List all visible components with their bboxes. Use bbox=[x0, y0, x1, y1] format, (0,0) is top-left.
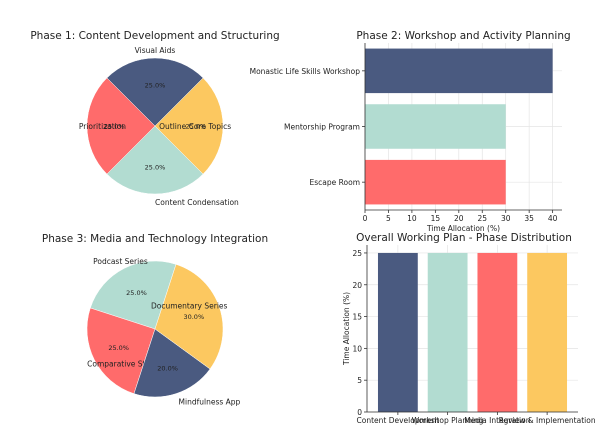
pie3-slice-label: Documentary Series bbox=[151, 301, 228, 310]
pie3-title: Phase 3: Media and Technology Integratio… bbox=[42, 233, 268, 245]
vbar-tick-label: 5 bbox=[357, 376, 362, 385]
pie3-slice-documentary-series bbox=[154, 264, 224, 370]
pie1-slice-label: Outline Core Topics bbox=[159, 122, 231, 131]
hbar-bar-1 bbox=[365, 48, 553, 94]
hbar-category-label: Mentorship Program bbox=[284, 123, 360, 132]
vbar-bar-4 bbox=[527, 252, 568, 412]
vbar-title: Overall Working Plan - Phase Distributio… bbox=[356, 232, 572, 244]
pie3-pct-label: 20.0% bbox=[157, 364, 178, 372]
pie3-slice-label: Podcast Series bbox=[93, 257, 148, 266]
hbar-bar-2 bbox=[365, 104, 506, 149]
pie1-slice-visual-aids bbox=[106, 57, 204, 127]
pie1-pct-label: 25.0% bbox=[104, 123, 125, 131]
pie3-slice-label: Mindfulness App bbox=[179, 397, 241, 406]
vbar-ylabel: Time Allocation (%) bbox=[342, 292, 351, 366]
pie1-title: Phase 1: Content Development and Structu… bbox=[30, 30, 279, 42]
hbar-category-label: Monastic Life Skills Workshop bbox=[250, 67, 361, 76]
hbar-xlabel: Time Allocation (%) bbox=[426, 224, 500, 233]
pie3-slice-label: Comparative Study bbox=[87, 360, 160, 369]
hbar-tick-label: 25 bbox=[477, 214, 487, 223]
hbar-tick-label: 40 bbox=[548, 214, 558, 223]
hbar-category-label: Escape Room bbox=[310, 178, 360, 187]
hbar-tick-label: 35 bbox=[524, 214, 534, 223]
hbar-tick-label: 5 bbox=[386, 214, 391, 223]
pie1-pct-label: 25.0% bbox=[185, 123, 206, 131]
vbar-tick-label: 20 bbox=[352, 281, 362, 290]
pie1-slice-label: Visual Aids bbox=[135, 46, 176, 55]
vbar-bar-1 bbox=[377, 252, 418, 412]
vbar-category-label: Review & Implementation bbox=[499, 416, 596, 425]
vbar-category-label: Content Development bbox=[357, 416, 440, 425]
hbar-tick-label: 0 bbox=[363, 214, 368, 223]
pie1-pct-label: 25.0% bbox=[145, 82, 166, 90]
pie3-slice-mindfulness-app bbox=[133, 328, 211, 398]
pie1-slice-prioritization bbox=[86, 77, 156, 175]
hbar-tick-label: 20 bbox=[454, 214, 464, 223]
pie3-pct-label: 25.0% bbox=[108, 344, 129, 352]
vbar-category-label: Media Integration bbox=[464, 416, 530, 425]
hbar-tick-label: 10 bbox=[407, 214, 417, 223]
hbar-tick-label: 15 bbox=[431, 214, 441, 223]
pie3-slice-podcast-series bbox=[90, 260, 177, 330]
vbar-bar-2 bbox=[427, 252, 468, 412]
vbar-bar-3 bbox=[477, 252, 518, 412]
vbar-tick-label: 15 bbox=[352, 313, 362, 322]
pie1-slice-label: Prioritization bbox=[79, 122, 126, 131]
pie1-slice-content-condensation bbox=[106, 125, 204, 195]
vbar-tick-label: 0 bbox=[357, 408, 362, 417]
pie3-slice-comparative-study bbox=[86, 307, 156, 394]
pie1-slice-label: Content Condensation bbox=[155, 198, 239, 207]
pie3-pct-label: 25.0% bbox=[126, 289, 147, 297]
vbar-tick-label: 25 bbox=[352, 249, 362, 258]
pie1-pct-label: 25.0% bbox=[145, 163, 166, 171]
vbar-category-label: Workshop Planning bbox=[412, 416, 484, 425]
hbar-bar-3 bbox=[365, 159, 506, 205]
hbar-tick-label: 30 bbox=[501, 214, 511, 223]
vbar-tick-label: 10 bbox=[352, 344, 362, 353]
hbar-title: Phase 2: Workshop and Activity Planning bbox=[356, 30, 570, 42]
pie1-slice-outline-core-topics bbox=[154, 77, 224, 175]
pie3-pct-label: 30.0% bbox=[183, 313, 204, 321]
